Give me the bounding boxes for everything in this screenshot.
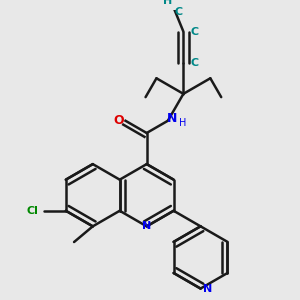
Text: N: N bbox=[142, 221, 151, 231]
Text: C: C bbox=[190, 27, 199, 37]
Text: N: N bbox=[167, 112, 178, 125]
Text: O: O bbox=[113, 114, 124, 127]
Text: N: N bbox=[202, 284, 212, 293]
Text: H: H bbox=[178, 118, 186, 128]
Text: Cl: Cl bbox=[27, 206, 38, 216]
Text: C: C bbox=[175, 7, 183, 17]
Text: C: C bbox=[190, 58, 199, 68]
Text: H: H bbox=[163, 0, 172, 6]
